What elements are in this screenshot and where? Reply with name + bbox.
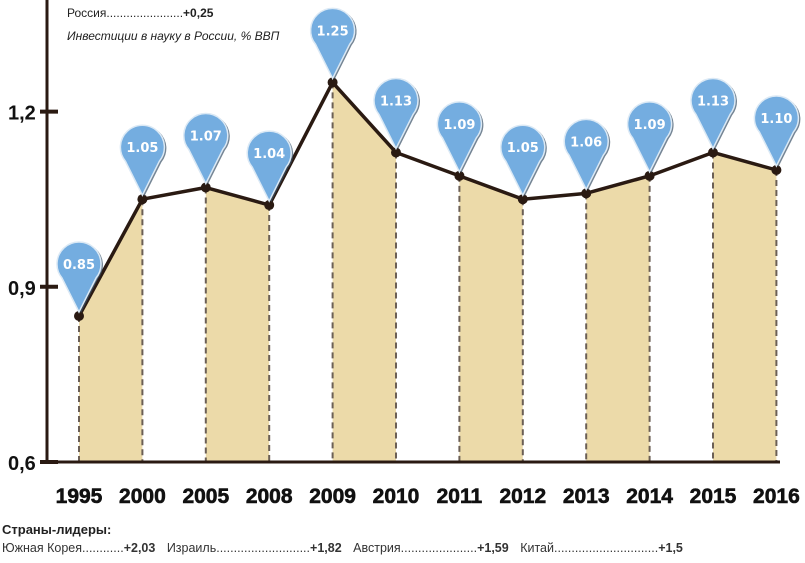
russia-label: Россия <box>67 6 107 20</box>
data-label-pin: 1.13 <box>690 77 737 151</box>
data-label: 1.13 <box>697 94 729 109</box>
data-point <box>327 77 338 88</box>
leader-name: Китай <box>520 541 554 555</box>
data-point <box>644 170 655 181</box>
data-line <box>77 80 777 317</box>
pin-icon <box>436 101 483 174</box>
data-point <box>708 147 718 158</box>
data-point <box>454 170 465 181</box>
pin-icon <box>626 101 673 174</box>
chart: 0,6 0,9 1,2 0.85 1.05 1.07 1.04 1.25 1.13 1.09 1.0… <box>8 0 801 508</box>
leader-name: Израиль <box>166 541 217 555</box>
data-label-pin: 1.05 <box>119 124 167 197</box>
area-fill <box>332 82 396 463</box>
leader-value: +1,5 <box>658 541 683 555</box>
x-tick-label: 2009 <box>309 485 356 508</box>
data-label: 1.07 <box>190 130 222 145</box>
area-fill <box>586 175 650 462</box>
pin-icon <box>183 112 229 186</box>
leader-value: +2,03 <box>123 541 156 555</box>
dots: .............................. <box>554 541 659 555</box>
data-label: 1.05 <box>126 141 158 156</box>
pin-icon <box>373 77 419 151</box>
data-label-pin: 1.25 <box>309 7 357 81</box>
chart-subtitle: Инвестиции в науку в России, % ВВП <box>67 29 280 43</box>
x-tick-label: 2008 <box>246 485 293 508</box>
x-tick-label: 1995 <box>56 485 103 508</box>
y-tick-label: 0,9 <box>8 278 36 300</box>
pin-icon <box>56 241 102 314</box>
leader-item: Южная Корея............+2,03 <box>2 541 155 555</box>
data-point <box>74 311 84 321</box>
data-label: 1.09 <box>443 118 475 133</box>
dots: ....................... <box>106 6 184 20</box>
data-label: 1.25 <box>317 24 349 39</box>
x-tick-label: 2013 <box>563 485 610 508</box>
y-tick-label: 0,6 <box>8 453 36 475</box>
pin-icon <box>246 130 292 203</box>
leader-value: +1,82 <box>310 541 342 555</box>
pin-icon <box>119 124 166 197</box>
data-label: 1.06 <box>570 135 602 150</box>
area-fill <box>713 152 777 463</box>
russia-legend: Россия.......................+0,25 <box>67 6 213 20</box>
data-point <box>200 182 211 193</box>
x-tick-label: 2011 <box>437 485 483 508</box>
data-label-pin: 1.06 <box>563 118 611 192</box>
data-label-pin: 1.13 <box>373 77 420 151</box>
dots: ........................... <box>216 541 311 555</box>
data-label-pin: 1.09 <box>626 101 674 174</box>
data-label-pin: 1.07 <box>183 112 230 186</box>
area-fill <box>459 175 523 462</box>
pin-icon <box>563 118 609 192</box>
y-tick-label: 1,2 <box>8 103 36 125</box>
leader-item: Израиль...........................+1,82 <box>167 541 342 555</box>
data-label-pin: 1.05 <box>500 124 547 197</box>
data-label: 1.04 <box>253 147 285 162</box>
data-point <box>137 194 148 205</box>
data-point <box>517 194 528 205</box>
pin-icon <box>690 77 736 151</box>
leaders-list: Южная Корея............+2,03 Израиль....… <box>2 541 691 555</box>
area-fill <box>79 199 143 462</box>
data-label: 1.13 <box>380 94 412 109</box>
data-label-pin: 1.09 <box>436 101 484 174</box>
data-label: 0.85 <box>63 258 95 273</box>
x-tick-label: 2010 <box>373 485 420 508</box>
leader-item: Австрия......................+1,59 <box>353 541 509 555</box>
x-tick-label: 2016 <box>753 485 800 508</box>
x-tick-label: 2000 <box>119 485 166 508</box>
russia-value: +0,25 <box>183 6 214 20</box>
data-point <box>264 200 275 211</box>
data-label: 1.10 <box>760 112 792 127</box>
dots: ...................... <box>400 541 478 555</box>
data-point <box>581 188 592 199</box>
x-tick-label: 2014 <box>626 485 673 508</box>
x-tick-label: 2005 <box>182 485 229 508</box>
data-point <box>771 165 782 175</box>
data-label-pin: 0.85 <box>56 241 104 314</box>
data-point <box>391 147 401 158</box>
leader-item: Китай..............................+1,5 <box>520 541 683 555</box>
data-label-pin: 1.10 <box>753 95 801 168</box>
dots: ............ <box>82 541 124 555</box>
leader-name: Австрия <box>353 541 401 555</box>
data-label: 1.09 <box>634 118 666 133</box>
pin-icon <box>309 7 356 81</box>
leaders-title: Страны-лидеры: <box>2 522 112 537</box>
data-label: 1.05 <box>507 141 539 156</box>
leader-value: +1,59 <box>477 541 509 555</box>
leader-name: Южная Корея <box>2 541 82 555</box>
data-label-pin: 1.04 <box>246 130 294 203</box>
x-tick-label: 2015 <box>690 485 737 508</box>
pin-icon <box>500 124 546 197</box>
x-tick-label: 2012 <box>499 485 546 508</box>
area-fill <box>205 187 270 462</box>
pin-icon <box>753 95 800 168</box>
